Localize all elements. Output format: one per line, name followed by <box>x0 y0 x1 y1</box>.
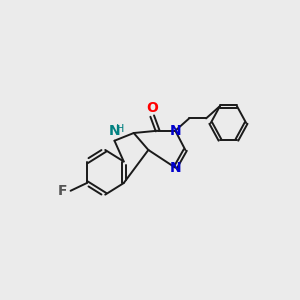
Text: O: O <box>146 100 158 115</box>
Text: N: N <box>109 124 120 138</box>
Text: N: N <box>169 161 181 175</box>
Text: H: H <box>116 124 124 134</box>
Text: F: F <box>58 184 68 198</box>
Text: N: N <box>169 124 181 138</box>
